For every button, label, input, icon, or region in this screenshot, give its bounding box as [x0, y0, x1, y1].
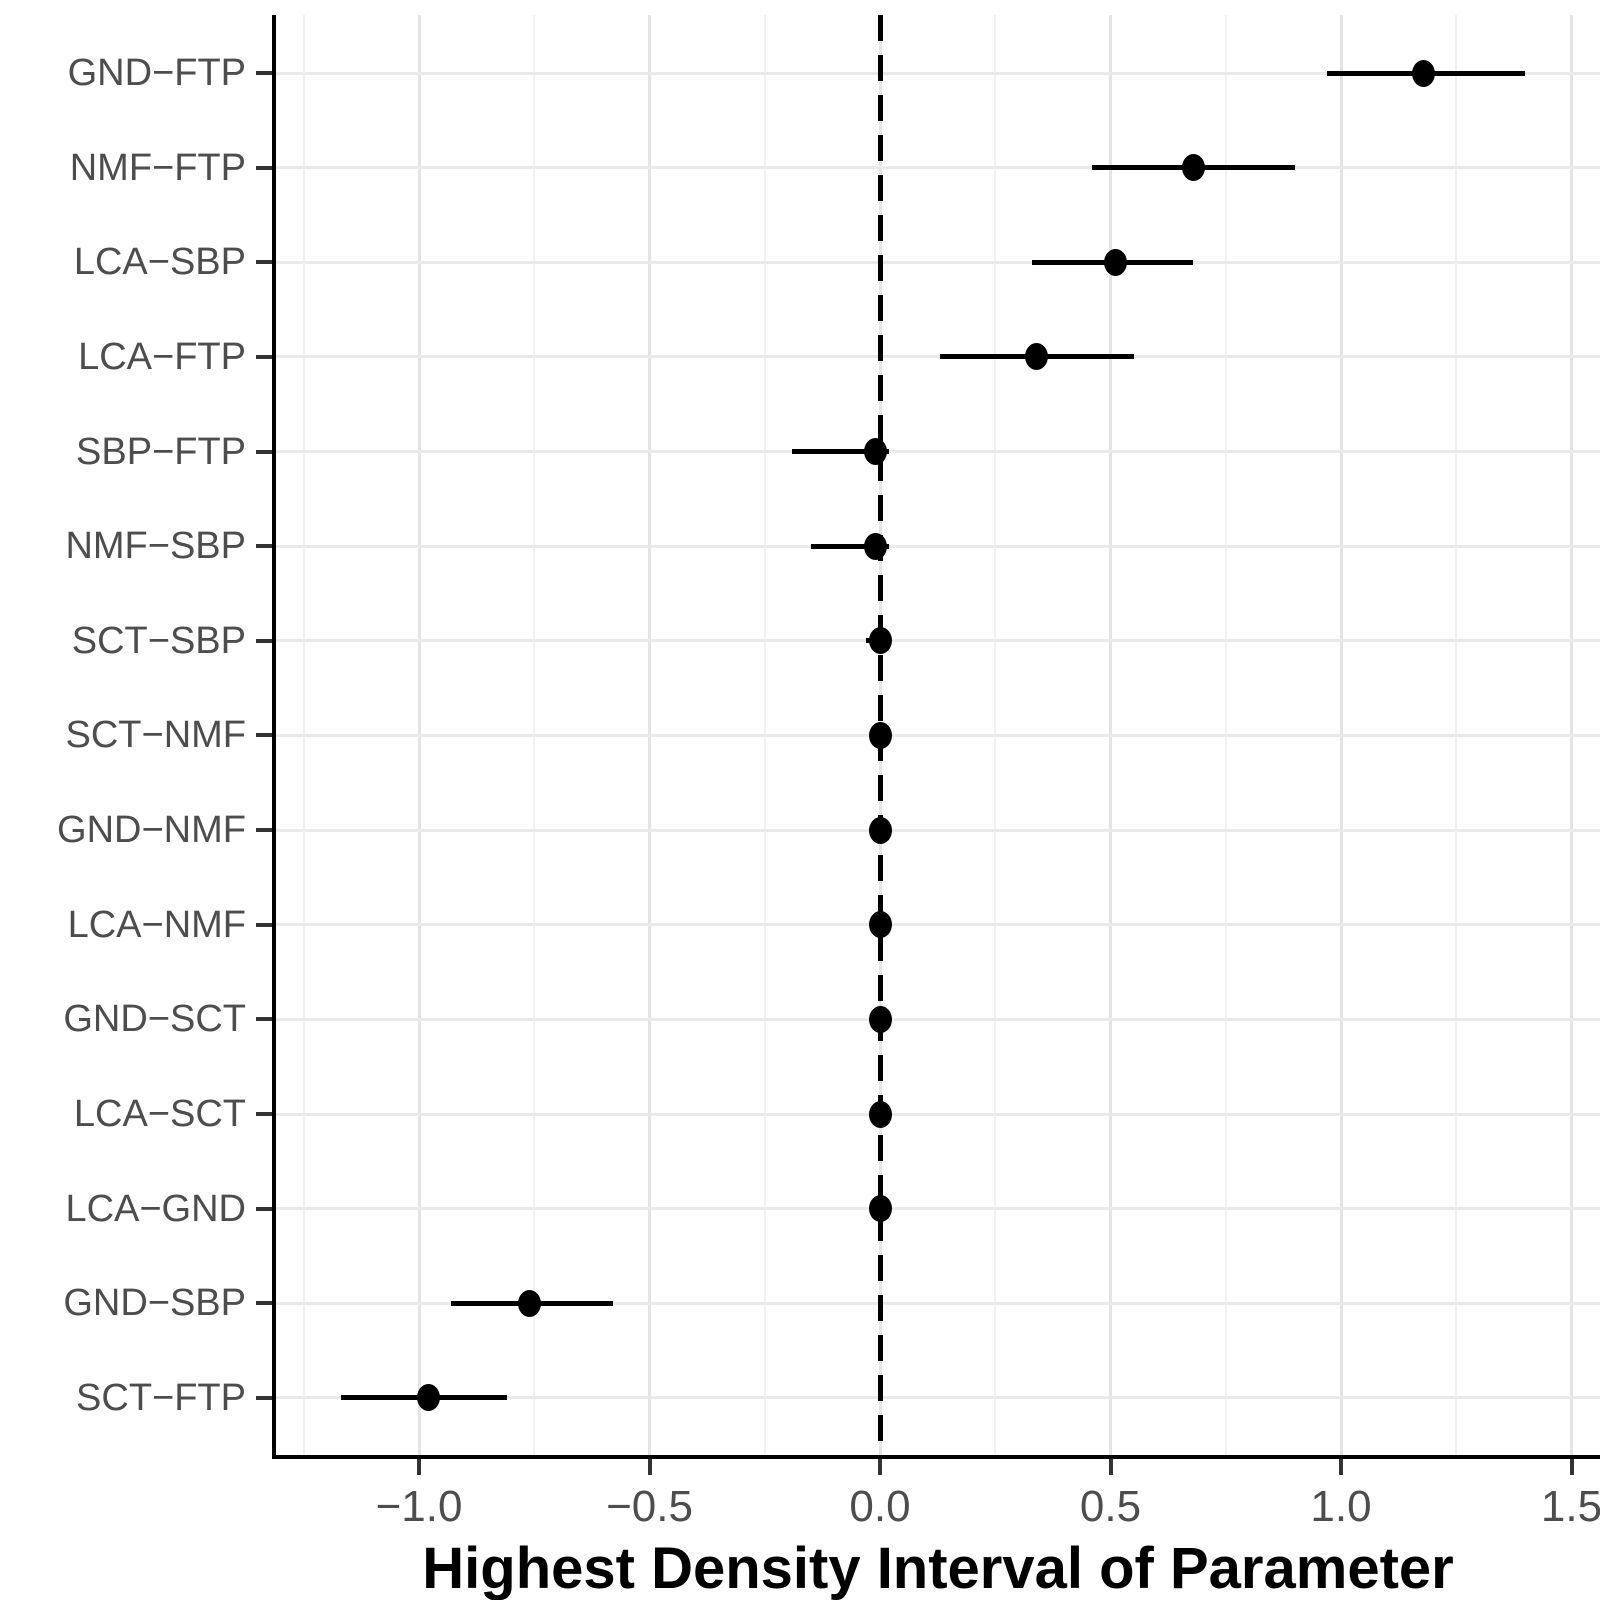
point-estimate-dot	[863, 438, 887, 466]
gridline-horizontal-major	[276, 828, 1600, 832]
y-axis-tick-label: NMF−FTP	[69, 146, 246, 189]
y-axis-tick	[256, 1112, 272, 1117]
point-estimate-dot	[868, 1195, 892, 1223]
x-axis-tick-label: −0.5	[606, 1482, 693, 1531]
y-axis-tick	[256, 922, 272, 927]
point-estimate-dot	[1412, 59, 1436, 87]
x-axis-tick-label: 1.0	[1310, 1482, 1372, 1531]
point-estimate-dot	[868, 1005, 892, 1033]
x-axis-tick	[647, 1459, 652, 1475]
gridline-horizontal-major	[276, 71, 1600, 75]
x-axis-tick-label: 0.5	[1079, 1482, 1142, 1531]
x-axis-tick-label: 0.0	[849, 1482, 911, 1531]
point-estimate-dot	[416, 1384, 440, 1412]
x-axis-tick	[417, 1459, 421, 1475]
y-axis-tick-label: LCA−SBP	[73, 241, 246, 284]
point-estimate-dot	[868, 816, 892, 844]
gridline-horizontal-major	[276, 1112, 1600, 1116]
gridline-horizontal-major	[276, 639, 1600, 643]
x-axis-tick	[1339, 1459, 1343, 1475]
y-axis-tick-label: SCT−NMF	[65, 714, 247, 757]
y-axis-tick-label: LCA−NMF	[67, 903, 246, 946]
x-axis-tick	[1108, 1459, 1113, 1475]
y-axis-tick-label: LCA−SCT	[73, 1093, 246, 1136]
x-axis-tick	[1569, 1459, 1574, 1475]
gridline-horizontal-major	[276, 1396, 1600, 1400]
y-axis-tick	[256, 638, 272, 643]
gridline-horizontal-major	[276, 1017, 1600, 1021]
x-axis-tick	[878, 1459, 882, 1475]
gridline-horizontal-major	[276, 166, 1600, 170]
x-axis-tick-label: −1.0	[375, 1482, 463, 1531]
y-axis-tick-label: NMF−SBP	[65, 525, 246, 568]
hdi-interval-line	[810, 543, 890, 549]
point-estimate-dot	[868, 721, 892, 749]
gridline-horizontal-major	[276, 1301, 1600, 1305]
y-axis-tick	[256, 1301, 272, 1306]
x-axis-line	[272, 1455, 1600, 1459]
y-axis-tick-label: GND−FTP	[67, 52, 246, 94]
y-axis-tick	[256, 354, 272, 359]
y-axis-tick	[256, 71, 272, 75]
gridline-horizontal-major	[276, 544, 1600, 548]
y-axis-tick	[256, 165, 272, 170]
x-axis-tick-label: 1.5	[1540, 1482, 1600, 1531]
y-axis-tick	[256, 733, 272, 738]
y-axis-tick-label: GND−SBP	[63, 1282, 246, 1325]
point-estimate-dot	[1103, 248, 1127, 276]
plot-panel	[276, 15, 1600, 1455]
y-axis-tick-label: LCA−FTP	[78, 335, 246, 378]
gridline-horizontal-major	[276, 733, 1600, 737]
hdi-interval-line	[792, 449, 890, 455]
y-axis-tick-label: SCT−FTP	[76, 1376, 246, 1419]
y-axis-tick-label: LCA−GND	[65, 1187, 246, 1230]
y-axis-tick	[256, 1017, 272, 1022]
gridline-horizontal-major	[276, 450, 1600, 454]
y-axis-line	[272, 15, 276, 1459]
y-axis-tick	[256, 1395, 272, 1400]
point-estimate-dot	[868, 627, 892, 655]
point-estimate-dot	[863, 532, 887, 560]
point-estimate-dot	[868, 911, 892, 939]
gridline-horizontal-major	[276, 355, 1600, 359]
point-estimate-dot	[1181, 154, 1205, 182]
x-axis-title: Highest Density Interval of Parameter	[422, 1536, 1454, 1600]
y-axis-tick	[256, 449, 272, 454]
point-estimate-dot	[518, 1289, 542, 1317]
gridline-horizontal-major	[276, 923, 1600, 927]
y-axis-tick	[256, 828, 272, 833]
y-axis-tick-label: GND−SCT	[63, 998, 246, 1041]
y-axis-tick	[256, 1206, 272, 1211]
y-axis-tick	[256, 260, 272, 265]
y-axis-tick-label: SBP−FTP	[76, 430, 246, 473]
y-axis-tick	[256, 544, 272, 549]
gridline-horizontal-major	[276, 260, 1600, 264]
gridline-horizontal-major	[276, 1207, 1600, 1211]
y-axis-tick-label: GND−NMF	[57, 809, 246, 852]
point-estimate-dot	[1025, 343, 1049, 371]
point-estimate-dot	[868, 1100, 892, 1128]
y-axis-tick-label: SCT−SBP	[71, 619, 246, 662]
